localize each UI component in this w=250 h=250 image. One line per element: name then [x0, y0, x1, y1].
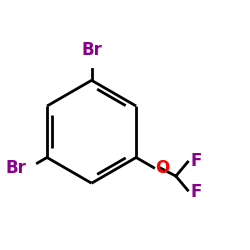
Text: Br: Br	[6, 159, 27, 177]
Text: O: O	[155, 159, 169, 177]
Text: F: F	[191, 182, 202, 200]
Text: Br: Br	[81, 41, 102, 59]
Text: F: F	[191, 152, 202, 170]
